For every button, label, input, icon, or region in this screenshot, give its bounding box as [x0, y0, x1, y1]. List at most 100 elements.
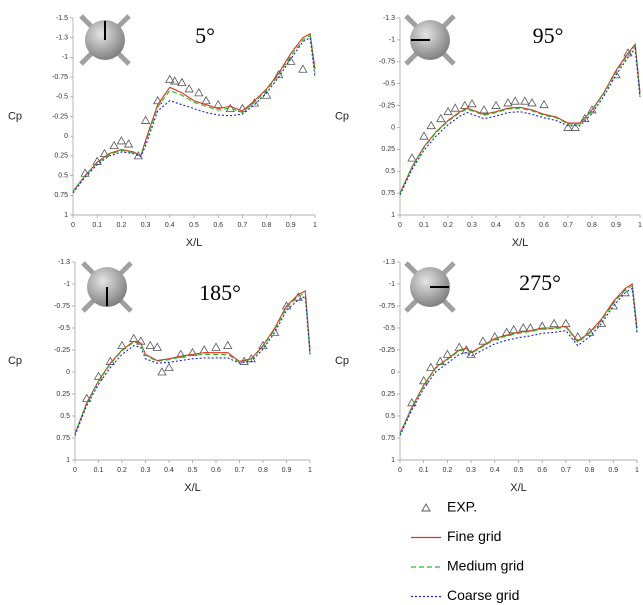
exp-point: [587, 105, 597, 114]
y-tick-label: 1: [64, 212, 68, 219]
exp-point: [93, 371, 104, 380]
chart-title: 275°: [519, 270, 561, 295]
y-tick-label: 0.25: [56, 391, 70, 398]
cp-line: [399, 47, 641, 196]
legend-label: Coarse grid: [447, 587, 519, 603]
legend-label: Medium grid: [447, 558, 524, 574]
exp-point: [479, 105, 489, 114]
cp-line: [72, 34, 316, 192]
x-tick-label: 0.3: [141, 222, 151, 229]
y-tick-label: -0.25: [379, 347, 395, 354]
exp-point: [169, 76, 180, 85]
x-tick-label: 0.9: [608, 467, 618, 474]
cp-line: [74, 291, 311, 434]
y-tick-label: 0.75: [54, 192, 68, 199]
exp-point: [520, 96, 530, 105]
x-tick-label: 0.3: [467, 222, 477, 229]
x-tick-label: 0.6: [539, 222, 549, 229]
y-tick-label: 0.75: [56, 435, 70, 442]
x-tick-label: 0.8: [587, 222, 597, 229]
cp-line: [399, 42, 641, 194]
x-tick-label: 0.2: [117, 222, 127, 229]
exp-point: [213, 99, 223, 109]
y-axis-label: Cp: [8, 110, 22, 122]
exp-point: [117, 340, 127, 350]
y-tick-label: -1: [389, 37, 395, 44]
y-tick-label: -0.5: [56, 94, 68, 101]
cp-line: [72, 36, 316, 194]
exp-point: [442, 349, 453, 358]
x-tick-label: 1: [638, 222, 642, 229]
exp-point: [478, 336, 488, 345]
cp-line: [74, 290, 311, 434]
x-tick-label: 0: [73, 467, 77, 474]
y-tick-label: -0.25: [54, 347, 70, 354]
exp-point: [419, 131, 429, 140]
cp-line: [399, 287, 638, 436]
exp-point: [152, 342, 162, 351]
y-axis-label: Cp: [8, 355, 22, 367]
y-tick-label: -0.5: [383, 325, 395, 332]
y-tick-label: -0.75: [54, 303, 70, 310]
x-tick-label: 0.8: [585, 467, 595, 474]
exp-point: [426, 362, 436, 372]
cp-line: [399, 283, 638, 434]
y-tick-label: 0.25: [54, 153, 68, 160]
x-tick-label: 0.2: [443, 222, 453, 229]
x-tick-label: 0.7: [563, 222, 573, 229]
exp-point: [201, 95, 211, 105]
y-tick-label: 0.25: [381, 391, 395, 398]
x-tick-label: 0.5: [515, 222, 525, 229]
exp-point: [407, 397, 417, 407]
x-tick-label: 0.6: [537, 467, 547, 474]
exp-point: [584, 327, 595, 336]
x-tick-label: 0.9: [282, 467, 292, 474]
exp-point: [407, 153, 417, 162]
y-tick-label: 0: [64, 133, 68, 140]
exp-point: [436, 113, 446, 123]
probe-icon: [404, 14, 456, 66]
exp-point: [286, 56, 296, 65]
x-tick-label: 0.1: [92, 222, 102, 229]
exp-point: [145, 340, 155, 350]
cp-line: [399, 284, 638, 434]
exp-point: [467, 98, 477, 108]
x-axis-label: X/L: [186, 237, 203, 249]
exp-point: [164, 362, 174, 372]
x-tick-label: 0: [71, 222, 75, 229]
exp-point: [177, 77, 187, 87]
x-tick-label: 0.1: [94, 467, 104, 474]
x-tick-label: 0.4: [164, 467, 174, 474]
exp-point: [539, 99, 549, 109]
cp-line: [399, 44, 641, 194]
exp-point: [109, 140, 119, 150]
exp-point: [223, 340, 233, 350]
y-tick-label: 1: [391, 212, 395, 219]
x-tick-label: 0.9: [611, 222, 621, 229]
x-tick-label: 0: [398, 467, 402, 474]
probe-icon: [404, 261, 456, 313]
exp-point: [580, 113, 590, 123]
x-tick-label: 1: [635, 467, 639, 474]
exp-point: [157, 367, 167, 376]
x-tick-label: 0: [398, 222, 402, 229]
x-tick-label: 0.7: [235, 467, 245, 474]
legend-label: Fine grid: [447, 528, 501, 544]
exp-point: [549, 318, 559, 328]
exp-point: [165, 74, 175, 83]
exp-point: [419, 375, 429, 385]
y-tick-label: -1: [389, 281, 395, 288]
chart-title: 5°: [195, 23, 215, 48]
x-tick-label: 0.1: [419, 222, 429, 229]
y-tick-label: -1.3: [58, 259, 70, 266]
exp-point: [258, 340, 268, 350]
exp-point: [176, 349, 186, 358]
x-tick-label: 0.7: [561, 467, 571, 474]
exp-point: [116, 136, 127, 145]
exp-point: [211, 342, 221, 351]
y-tick-label: 0: [391, 369, 395, 376]
y-tick-label: -0.75: [379, 59, 395, 66]
x-tick-label: 0.2: [443, 467, 453, 474]
y-tick-label: 0.5: [58, 172, 68, 179]
y-tick-label: 0.5: [60, 413, 70, 420]
